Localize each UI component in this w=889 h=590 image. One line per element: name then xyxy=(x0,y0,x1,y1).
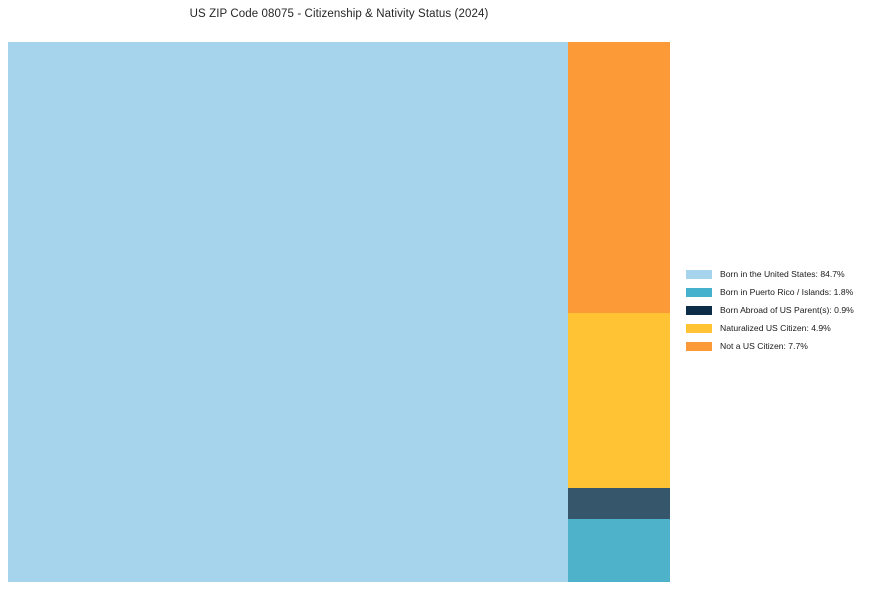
treemap-tile[interactable] xyxy=(568,518,670,582)
legend-swatch xyxy=(686,323,712,333)
legend-swatch xyxy=(686,341,712,351)
treemap-tile[interactable] xyxy=(568,42,670,314)
treemap-tile[interactable] xyxy=(568,488,670,519)
treemap-tile[interactable] xyxy=(568,313,670,489)
legend-item[interactable]: Not a US Citizen: 7.7% xyxy=(686,337,882,355)
legend-label: Born in the United States: 84.7% xyxy=(720,269,845,279)
legend-swatch xyxy=(686,269,712,279)
legend-label: Naturalized US Citizen: 4.9% xyxy=(720,323,831,333)
legend-swatch xyxy=(686,287,712,297)
treemap-tile[interactable] xyxy=(8,42,569,582)
legend-item[interactable]: Born Abroad of US Parent(s): 0.9% xyxy=(686,301,882,319)
legend-item[interactable]: Born in Puerto Rico / Islands: 1.8% xyxy=(686,283,882,301)
legend-label: Not a US Citizen: 7.7% xyxy=(720,341,808,351)
legend-item[interactable]: Born in the United States: 84.7% xyxy=(686,265,882,283)
treemap-plot-area xyxy=(8,42,670,582)
page-title: US ZIP Code 08075 - Citizenship & Nativi… xyxy=(189,8,489,20)
legend-item[interactable]: Naturalized US Citizen: 4.9% xyxy=(686,319,882,337)
legend-label: Born Abroad of US Parent(s): 0.9% xyxy=(720,305,854,315)
chart-legend: Born in the United States: 84.7% Born in … xyxy=(686,265,882,355)
legend-swatch xyxy=(686,305,712,315)
legend-label: Born in Puerto Rico / Islands: 1.8% xyxy=(720,287,854,297)
